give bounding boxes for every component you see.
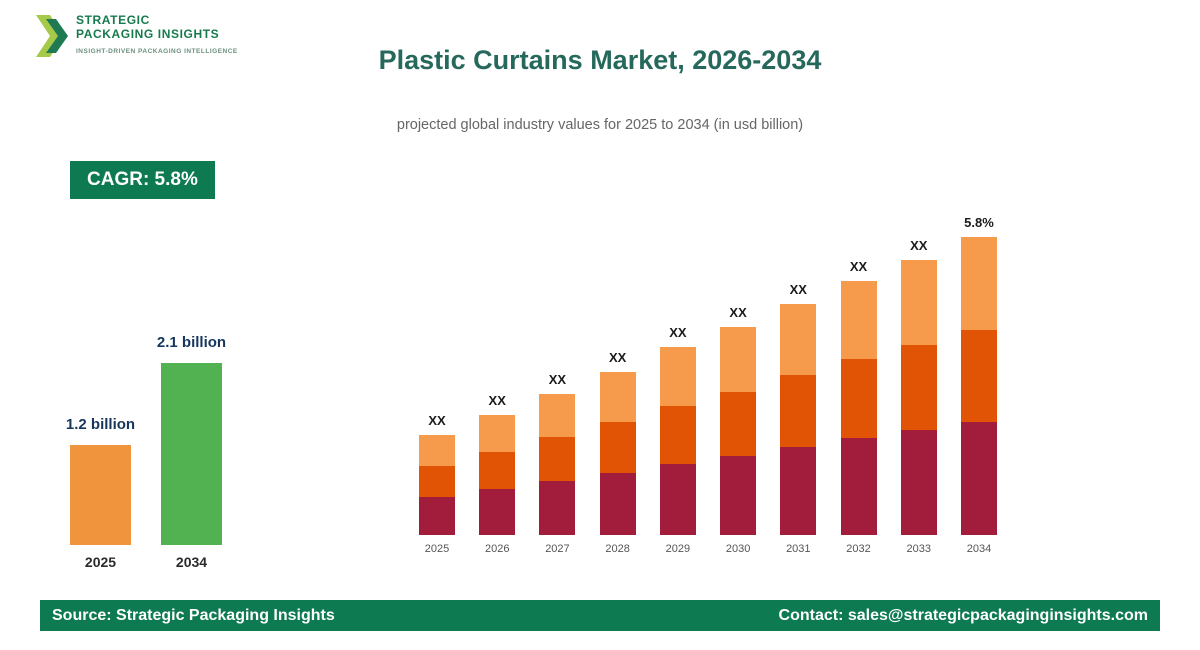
bar-segment-top xyxy=(479,415,516,452)
bar-segment-bottom xyxy=(720,456,757,535)
axis-year-label: 2029 xyxy=(665,543,691,555)
stacked-bar-group: XX 2026 xyxy=(479,393,516,555)
axis-year-label: 2027 xyxy=(545,543,570,555)
bar-segment-middle xyxy=(539,437,576,481)
bar-segment-top xyxy=(419,435,455,466)
bar-segment-bottom xyxy=(479,489,516,535)
page-subtitle: projected global industry values for 202… xyxy=(396,117,804,133)
bar-stack xyxy=(960,237,997,535)
bar-value-label: 2.1 billion xyxy=(156,334,227,351)
bar-stack xyxy=(900,260,937,535)
logo-chevron-icon xyxy=(36,15,68,57)
bar-segment-top xyxy=(539,394,576,437)
bar-segment-middle xyxy=(960,330,997,422)
summary-bar-group: 1.2 billion 2025 xyxy=(66,416,135,570)
bar-segment-middle xyxy=(599,422,636,473)
bar-stack xyxy=(720,327,757,535)
stacked-bar-group: XX 2028 xyxy=(599,350,636,555)
bar-segment-middle xyxy=(419,466,455,497)
footer-bar: Source: Strategic Packaging Insights Con… xyxy=(40,600,1160,631)
bar-segment-middle xyxy=(900,345,937,430)
axis-year-label: 2034 xyxy=(175,554,208,570)
stacked-bar-group: XX 2025 xyxy=(419,413,455,555)
bar-segment-bottom xyxy=(659,464,696,535)
bar-segment-bottom xyxy=(780,447,817,535)
stacked-bar-group: XX 2031 xyxy=(780,282,817,555)
bar-top-label: XX xyxy=(428,413,446,428)
axis-year-label: 2030 xyxy=(725,543,751,555)
bar-stack xyxy=(780,304,817,535)
bar-top-label: XX xyxy=(548,372,567,387)
stacked-bar-group: XX 2033 xyxy=(900,238,937,555)
bar-segment-top xyxy=(720,327,757,392)
bar-segment-middle xyxy=(720,392,757,456)
stacked-bar-group: XX 2030 xyxy=(720,305,757,555)
axis-year-label: 2031 xyxy=(786,543,811,555)
bar-segment-middle xyxy=(840,359,877,438)
bar-top-label: XX xyxy=(910,238,928,253)
cagr-badge: CAGR: 5.8% xyxy=(70,161,215,199)
bar-segment-bottom xyxy=(599,473,636,535)
stacked-bar-group: XX 2029 xyxy=(659,325,696,555)
bar-segment-bottom xyxy=(539,481,576,535)
summary-bar-group: 2.1 billion 2034 xyxy=(157,334,226,570)
axis-year-label: 2033 xyxy=(906,543,931,555)
bar-top-label: XX xyxy=(608,350,627,365)
axis-year-label: 2028 xyxy=(605,543,630,555)
bar-top-label: XX xyxy=(789,282,807,297)
bar-segment-bottom xyxy=(419,497,455,535)
axis-year-label: 2025 xyxy=(424,543,450,555)
bar-top-label: XX xyxy=(488,393,506,408)
bar-segment-top xyxy=(840,281,877,359)
bar-top-label: XX xyxy=(669,325,687,340)
axis-year-label: 2032 xyxy=(846,543,871,555)
bar-segment-bottom xyxy=(900,430,937,535)
logo-line2: PACKAGING INSIGHTS xyxy=(76,27,220,41)
bar-segment-top xyxy=(900,260,937,345)
bar-top-label: XX xyxy=(729,305,747,320)
bar-value-label: 1.2 billion xyxy=(65,416,136,433)
logo-line1: STRATEGIC xyxy=(76,13,150,27)
bar-segment-middle xyxy=(780,375,817,447)
bar-segment-top xyxy=(659,347,696,406)
bar-stack xyxy=(840,281,877,535)
page-title: Plastic Curtains Market, 2026-2034 xyxy=(378,45,822,75)
bar-stack xyxy=(659,347,696,535)
axis-year-label: 2025 xyxy=(84,554,117,570)
bar-segment-top xyxy=(780,304,817,375)
bar-segment-top xyxy=(599,372,636,422)
summary-bar xyxy=(161,363,222,545)
stacked-bar-group: XX 2032 xyxy=(840,259,877,555)
logo-text: STRATEGIC PACKAGING INSIGHTS INSIGHT-DRI… xyxy=(76,13,238,55)
axis-year-label: 2034 xyxy=(966,543,992,555)
bar-top-label: 5.8% xyxy=(964,215,994,230)
summary-chart-bars: 1.2 billion 2025 2.1 billion 2034 xyxy=(66,325,226,570)
bar-segment-bottom xyxy=(960,422,997,535)
bar-top-label: XX xyxy=(849,259,868,274)
logo: STRATEGIC PACKAGING INSIGHTS INSIGHT-DRI… xyxy=(34,13,238,59)
stacked-bar-chart-bars: XX 2025 XX 2026 XX 2027 XX 2028 XX 2029 XX 2030 XX 20… xyxy=(419,205,997,555)
bar-segment-top xyxy=(960,237,997,330)
stacked-bar-group: XX 2027 xyxy=(539,372,576,555)
bar-stack xyxy=(479,415,516,535)
bar-stack xyxy=(419,435,455,535)
footer-contact-text: Contact: sales@strategicpackaginginsight… xyxy=(778,606,1148,624)
axis-year-label: 2026 xyxy=(484,543,510,555)
bar-segment-middle xyxy=(479,452,516,489)
summary-bar xyxy=(70,445,131,545)
bar-stack xyxy=(599,372,636,535)
footer-source-text: Source: Strategic Packaging Insights xyxy=(52,606,335,624)
bar-segment-middle xyxy=(659,406,696,464)
bar-segment-bottom xyxy=(840,438,877,535)
stacked-bar-group: 5.8% 2034 xyxy=(960,215,997,555)
logo-tagline: INSIGHT-DRIVEN PACKAGING INTELLIGENCE xyxy=(76,48,238,55)
bar-stack xyxy=(539,394,576,535)
